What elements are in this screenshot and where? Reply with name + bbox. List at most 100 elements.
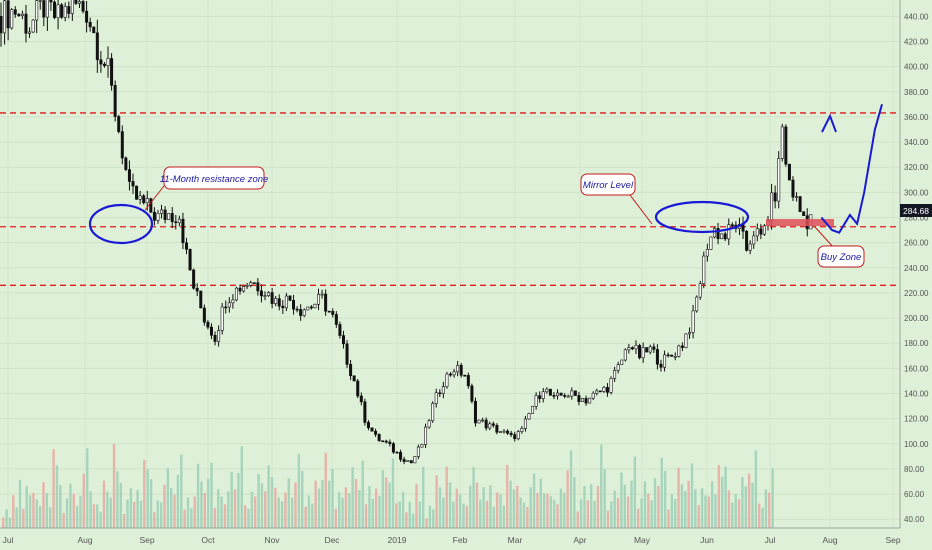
volume-bar [102,480,106,528]
candle-body [334,314,338,325]
price-series [0,0,813,465]
candle-body [556,392,560,397]
candle-body [20,13,24,16]
candle-body [88,21,92,28]
volume-bar [206,478,210,528]
volume-bar [475,482,479,528]
candle-body [652,346,656,350]
volume-bar [553,500,556,528]
candle-body [110,58,114,86]
candle-body [759,228,763,235]
resistance-callout-text: 11-Month resistance zone [160,174,269,185]
volume-bar [200,481,203,528]
volume-bar [586,500,590,528]
candle-body [705,249,709,257]
candle-body [698,283,702,298]
y-tick-label: 160.00 [904,364,929,373]
candle-body [249,282,253,286]
candle-body [802,211,806,216]
candle-body [56,4,60,18]
y-tick-label: 440.00 [904,12,929,21]
candle-body [573,390,577,396]
volume-bar [287,478,290,528]
volume-bar [647,493,650,528]
candle-body [634,345,638,350]
candle-body [85,10,89,23]
candle-body [591,392,595,399]
candle-body [217,330,221,342]
candle-body [206,321,210,328]
candle-body [613,370,617,379]
mirror-callout-line [629,194,653,225]
volume-bar [180,454,183,528]
candle-body [174,221,178,224]
y-tick-label: 420.00 [904,37,929,46]
volume-bar [18,479,22,528]
volume-bar [240,446,243,528]
y-tick-label: 240.00 [904,264,929,273]
candle-body [441,386,445,394]
candle-body [623,349,627,361]
candle-body [534,395,538,407]
candle-body [727,224,731,240]
y-tick-label: 260.00 [904,239,929,248]
volume-bar [217,489,220,528]
volume-bar [633,456,637,528]
candle-body [388,441,392,444]
candle-body [277,298,281,307]
volume-bar [119,483,122,528]
volume-bar [435,475,438,528]
candle-body [645,347,649,353]
candle-body [295,308,299,311]
volume-bar [546,493,549,528]
candle-body [292,300,296,310]
candle-body [463,374,467,377]
candle-body [559,392,563,396]
volume-bar [122,514,126,528]
candle-body [399,451,403,460]
volume-bar [637,508,640,528]
x-tick-label: Dec [324,535,340,545]
volume-bar [600,444,603,528]
candle-body [716,228,720,240]
candle-body [481,419,485,422]
volume-bar [314,480,317,528]
x-axis: Jul Aug Sep Oct Nov Dec 2019 Feb Mar Apr May Jun Jul… [0,527,901,545]
candle-body [695,296,699,312]
y-tick-label: 200.00 [904,314,929,323]
volume-bar [643,481,647,528]
candle-body [434,392,438,404]
candle-body [406,460,410,462]
volume-bar [660,457,663,528]
volume-bar [86,448,89,528]
volume-bar [277,497,280,528]
volume-bar [388,482,391,528]
candle-body [35,0,39,21]
y-tick-label: 180.00 [904,339,929,348]
x-tick-label: Aug [77,535,92,545]
candle-body [381,440,385,443]
volume-bar [690,463,694,528]
volume-bar [714,494,717,528]
volume-bar [25,486,28,528]
volume-bar [32,493,35,528]
candle-body [209,326,213,336]
candle-body [284,295,288,309]
volume-bar [583,486,586,528]
volume-bar [129,488,133,528]
volume-bar [381,470,385,528]
volume-bar [65,498,69,528]
y-tick-label: 320.00 [904,163,929,172]
candle-body [666,354,670,357]
volume-bar [344,487,348,528]
candle-body [38,0,42,2]
volume-bar [650,500,653,528]
volume-bar [425,518,428,528]
candle-body [213,334,217,342]
volume-bar [401,491,405,528]
volume-bar [230,471,233,528]
resistance-zone-circle [88,203,154,245]
volume-bar [606,510,610,528]
y-tick-label: 340.00 [904,138,929,147]
